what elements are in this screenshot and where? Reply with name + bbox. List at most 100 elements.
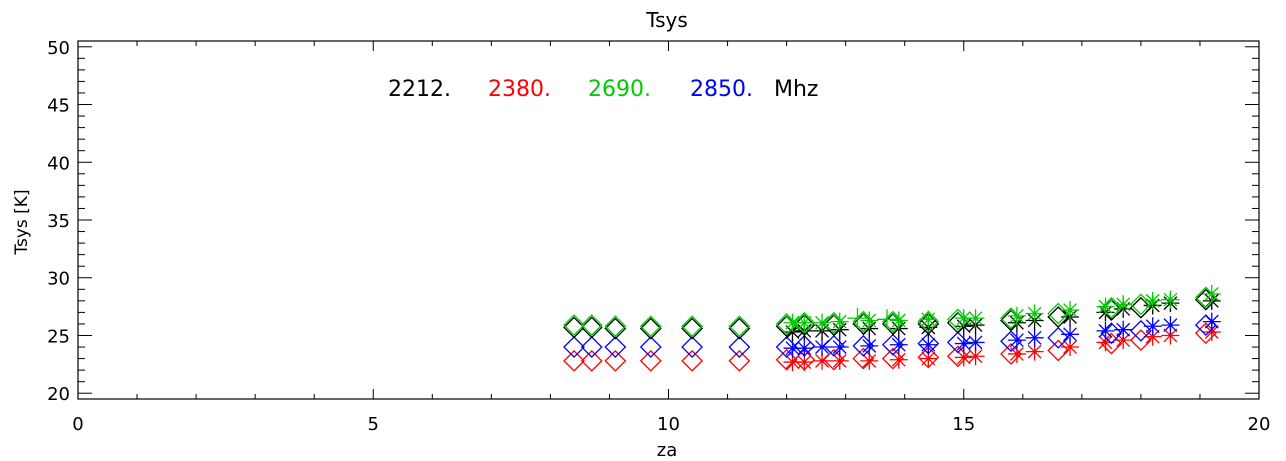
star-point bbox=[1007, 331, 1026, 350]
diamond-point bbox=[563, 314, 585, 337]
diamond-point bbox=[775, 313, 798, 335]
y-tick-label: 50 bbox=[47, 38, 70, 59]
star-point bbox=[813, 338, 832, 357]
star-point bbox=[860, 311, 879, 330]
star-point bbox=[1143, 317, 1162, 336]
star-point bbox=[1114, 320, 1133, 339]
star-point bbox=[954, 348, 973, 367]
star-point bbox=[1114, 331, 1133, 350]
x-tick-label: 20 bbox=[1248, 414, 1271, 435]
diamond-point bbox=[563, 349, 585, 372]
diamond-point bbox=[1047, 306, 1070, 328]
y-tick-label: 30 bbox=[47, 269, 70, 290]
x-tick-label: 5 bbox=[368, 414, 379, 435]
star-point bbox=[830, 338, 849, 357]
y-tick-label: 45 bbox=[47, 96, 70, 117]
legend-entry-2380: 2380. bbox=[488, 77, 551, 102]
star-point bbox=[1161, 316, 1180, 335]
diamond-point bbox=[681, 336, 704, 358]
diamond-point bbox=[563, 336, 585, 358]
star-point bbox=[889, 335, 908, 354]
star-point bbox=[1061, 325, 1080, 344]
star-point bbox=[795, 339, 814, 358]
star-point bbox=[783, 313, 802, 332]
legend-unit: Mhz bbox=[774, 77, 818, 102]
x-tick-label: 10 bbox=[657, 414, 680, 435]
diamond-point bbox=[793, 311, 816, 334]
star-point bbox=[1143, 327, 1162, 346]
diamond-point bbox=[1194, 322, 1217, 345]
x-tick-label: 15 bbox=[952, 414, 975, 435]
diamond-point bbox=[1129, 319, 1152, 342]
star-point bbox=[966, 333, 985, 352]
diamond-point bbox=[852, 334, 875, 357]
star-point bbox=[889, 311, 908, 330]
diamond-point bbox=[775, 336, 798, 358]
star-point bbox=[830, 312, 849, 331]
legend-entry-2690: 2690. bbox=[588, 77, 651, 102]
diamond-point bbox=[580, 349, 603, 372]
diamond-point bbox=[639, 336, 662, 358]
diamond-point bbox=[822, 311, 845, 334]
diamond-point bbox=[639, 315, 662, 338]
star-point bbox=[1161, 290, 1180, 309]
diamond-point bbox=[639, 317, 662, 340]
diamond-point bbox=[881, 333, 904, 356]
diamond-point bbox=[604, 317, 627, 340]
star-point bbox=[1096, 297, 1115, 316]
star-point bbox=[966, 309, 985, 328]
legend-entry-2212: 2212. bbox=[388, 77, 451, 102]
star-point bbox=[1161, 326, 1180, 345]
star-point bbox=[954, 334, 973, 353]
star-point bbox=[889, 350, 908, 369]
star-point bbox=[919, 349, 938, 368]
diamond-point bbox=[946, 345, 969, 368]
diamond-point bbox=[681, 315, 704, 338]
diamond-point bbox=[604, 349, 627, 372]
diamond-point bbox=[1194, 288, 1217, 311]
diamond-point bbox=[681, 349, 704, 372]
star-point bbox=[1202, 284, 1221, 303]
chart-title: Tsys bbox=[645, 8, 688, 32]
star-point bbox=[1143, 291, 1162, 310]
diamond-point bbox=[946, 308, 969, 331]
diamond-point bbox=[881, 347, 904, 370]
star-point bbox=[1096, 321, 1115, 340]
diamond-point bbox=[604, 315, 627, 338]
axis-ticks: 0 5 10 15 20 20 25 30 35 40 45 50 bbox=[47, 38, 1270, 435]
star-point bbox=[1025, 342, 1044, 361]
x-tick-label: 0 bbox=[72, 414, 83, 435]
diamond-point bbox=[728, 315, 751, 338]
diamond-point bbox=[728, 336, 751, 358]
star-point bbox=[1007, 344, 1026, 363]
diamond-point bbox=[1000, 330, 1022, 353]
star-point bbox=[919, 310, 938, 329]
diamond-point bbox=[946, 331, 969, 354]
diamond-point bbox=[580, 336, 603, 358]
star-point bbox=[795, 353, 814, 372]
plus-point bbox=[876, 309, 897, 330]
star-point bbox=[783, 339, 802, 358]
diamond-point bbox=[580, 314, 603, 337]
star-point bbox=[813, 313, 832, 332]
diamond-point bbox=[1047, 326, 1070, 349]
star-point bbox=[860, 351, 879, 370]
diamond-point bbox=[563, 316, 585, 339]
diamond-point bbox=[881, 310, 904, 333]
plus-point bbox=[847, 308, 868, 329]
star-point bbox=[1096, 333, 1115, 352]
diamond-point bbox=[604, 336, 627, 358]
star-point bbox=[860, 336, 879, 355]
star-point bbox=[1202, 323, 1221, 342]
diamond-point bbox=[580, 316, 603, 339]
y-axis-label: Tsys [K] bbox=[12, 189, 32, 255]
star-point bbox=[966, 347, 985, 366]
diamond-point bbox=[1129, 296, 1152, 319]
diamond-point bbox=[728, 349, 751, 372]
diamond-point bbox=[775, 348, 798, 371]
diamond-point bbox=[728, 317, 751, 340]
diamond-point bbox=[1000, 343, 1022, 365]
star-point bbox=[1114, 295, 1133, 314]
star-point bbox=[1007, 306, 1026, 325]
